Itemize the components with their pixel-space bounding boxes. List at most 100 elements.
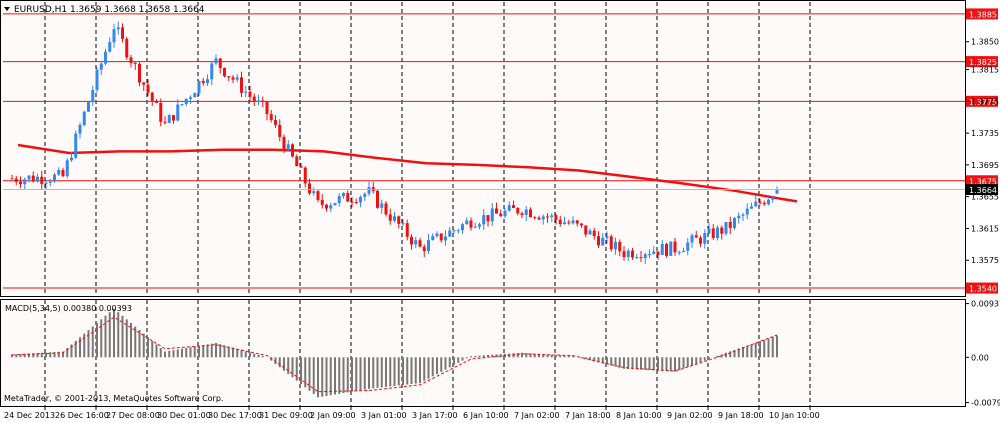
candle-down bbox=[121, 27, 124, 39]
dropdown-triangle-icon[interactable] bbox=[4, 7, 10, 11]
candle-up bbox=[614, 241, 617, 250]
candle-up bbox=[588, 230, 592, 235]
x-tick-label: 8 Jan 10:00 bbox=[616, 411, 662, 420]
x-tick-label: 30 Dec 01:00 bbox=[157, 411, 211, 420]
candle-down bbox=[320, 199, 324, 205]
candle-down bbox=[350, 201, 354, 203]
x-tick-label: 9 Jan 02:00 bbox=[667, 411, 713, 420]
level-label: 1.3775 bbox=[969, 98, 997, 107]
candle-down bbox=[265, 101, 269, 115]
candle-down bbox=[40, 176, 44, 184]
candle-up bbox=[771, 197, 775, 200]
candle-down bbox=[516, 207, 520, 214]
candle-up bbox=[452, 230, 456, 232]
macd-pane-frame bbox=[0, 299, 966, 407]
candle-down bbox=[711, 228, 715, 239]
candle-up bbox=[206, 79, 209, 84]
candle-down bbox=[656, 251, 660, 255]
x-tick-label: 10 Jan 10:00 bbox=[769, 411, 820, 420]
candle-up bbox=[541, 216, 545, 220]
candle-down bbox=[575, 220, 579, 224]
candle-up bbox=[750, 206, 753, 209]
candle-down bbox=[410, 236, 413, 245]
candle-up bbox=[367, 187, 371, 194]
candle-up bbox=[648, 254, 651, 256]
candle-up bbox=[461, 224, 464, 231]
candle-up bbox=[36, 176, 39, 182]
candle-up bbox=[745, 208, 749, 215]
candle-down bbox=[61, 169, 65, 177]
macd-signal-line bbox=[11, 316, 778, 393]
x-tick-label: 9 Jan 18:00 bbox=[718, 411, 764, 420]
candle-up bbox=[167, 115, 171, 123]
x-tick-label: 3 Jan 01:00 bbox=[361, 411, 407, 420]
candle-down bbox=[554, 215, 558, 220]
macd-axis: 0.00937 0.00 -0.0079 bbox=[966, 300, 1000, 408]
candle-up bbox=[737, 215, 741, 219]
candlesticks bbox=[3, 21, 966, 265]
candle-down bbox=[439, 233, 443, 241]
candle-up bbox=[359, 196, 362, 203]
candle-down bbox=[150, 92, 154, 101]
candle-up bbox=[176, 104, 180, 121]
x-tick-label: 7 Jan 18:00 bbox=[565, 411, 611, 420]
horizontal-levels[interactable]: 1.3885 1.3825 1.3775 1.3675 1.3540 bbox=[3, 8, 998, 294]
candle-down bbox=[376, 190, 379, 208]
candle-down bbox=[303, 167, 307, 184]
candle-up bbox=[329, 205, 333, 209]
candle-down bbox=[163, 121, 167, 123]
y-tick-label: 1.3815 bbox=[971, 66, 999, 75]
candle-up bbox=[626, 250, 630, 258]
candle-down bbox=[639, 257, 643, 259]
candle-down bbox=[269, 114, 273, 121]
candle-up bbox=[431, 236, 435, 241]
candle-up bbox=[724, 222, 728, 234]
candle-down bbox=[558, 219, 562, 225]
candle-up bbox=[210, 63, 214, 80]
candle-down bbox=[592, 230, 596, 237]
candle-down bbox=[282, 136, 286, 151]
candle-down bbox=[142, 82, 146, 85]
candle-up bbox=[733, 218, 736, 228]
candle-up bbox=[235, 77, 239, 80]
copyright-text: MetaTrader, © 2001-2013, MetaQuotes Soft… bbox=[4, 394, 223, 403]
macd-indicator bbox=[11, 308, 778, 398]
macd-label: MACD(5,34,5) 0.00380 0.00393 bbox=[5, 304, 132, 313]
candle-down bbox=[227, 76, 231, 78]
candle-up bbox=[23, 179, 27, 185]
candle-down bbox=[31, 175, 35, 182]
candle-down bbox=[397, 216, 401, 224]
price-axis: 1.3664 1.3850 1.3815 1.3775 1.3735 1.3695 1.36… bbox=[966, 38, 999, 265]
candle-up bbox=[473, 226, 477, 228]
candle-down bbox=[618, 241, 622, 252]
candle-down bbox=[622, 251, 626, 258]
price-plot-area[interactable] bbox=[0, 0, 966, 297]
candle-down bbox=[155, 100, 158, 103]
candle-up bbox=[116, 27, 120, 30]
candle-down bbox=[159, 102, 163, 122]
candle-down bbox=[274, 120, 277, 125]
candle-up bbox=[563, 222, 566, 225]
ma-line bbox=[17, 143, 798, 203]
candle-up bbox=[605, 236, 609, 238]
x-tick-label: 2 Jan 09:00 bbox=[310, 411, 356, 420]
candle-down bbox=[546, 216, 549, 218]
candle-up bbox=[601, 237, 605, 246]
level-tag bbox=[966, 56, 998, 68]
macd-plot-area[interactable] bbox=[0, 300, 966, 406]
level-tag bbox=[966, 8, 998, 20]
x-tick-label: 26 Dec 16:00 bbox=[55, 411, 109, 420]
candle-up bbox=[27, 175, 31, 180]
candle-down bbox=[422, 246, 426, 252]
level-tag bbox=[966, 95, 998, 107]
candle-down bbox=[354, 202, 358, 204]
candle-down bbox=[631, 250, 634, 258]
macd-tick-label: -0.0079 bbox=[971, 399, 1000, 408]
candle-down bbox=[125, 38, 129, 58]
candle-up bbox=[70, 157, 73, 161]
candle-down bbox=[699, 237, 702, 244]
candle-up bbox=[95, 69, 99, 90]
candle-down bbox=[512, 205, 515, 208]
candle-up bbox=[448, 230, 452, 237]
candle-up bbox=[184, 98, 188, 105]
